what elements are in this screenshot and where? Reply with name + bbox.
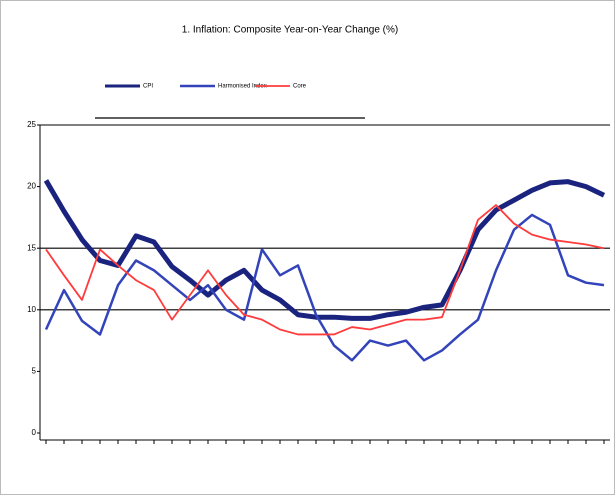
series-line (43, 179, 606, 321)
legend-label: Core (293, 84, 307, 90)
y-tick-label: 0 (32, 428, 37, 437)
series-line (45, 204, 605, 336)
y-tick-label: 20 (27, 182, 36, 191)
legend-label: CPI (143, 84, 153, 90)
series-line (44, 213, 605, 362)
y-tick-label: 15 (27, 243, 36, 252)
chart-title: 1. Inflation: Composite Year-on-Year Cha… (182, 25, 398, 36)
y-tick-label: 10 (27, 305, 36, 314)
y-tick-label: 25 (27, 120, 36, 129)
legend-label: Harmonised Index (218, 84, 267, 90)
y-tick-label: 5 (32, 367, 37, 376)
